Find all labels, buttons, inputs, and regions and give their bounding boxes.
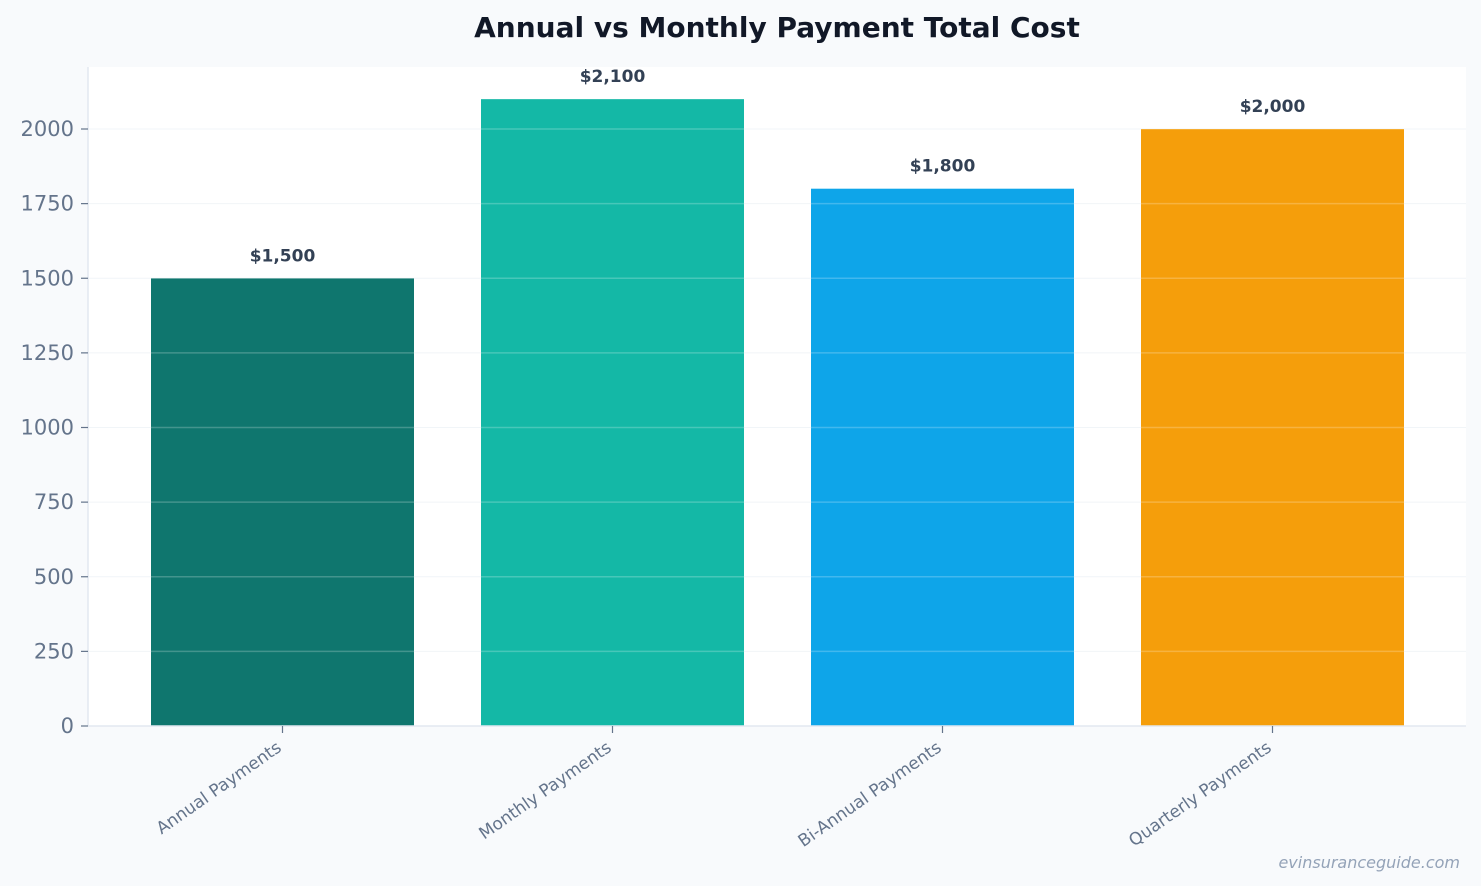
y-tick-label: 2000 [21,117,74,141]
bar [151,278,414,726]
data-label: $2,000 [1240,97,1306,117]
y-tick-label: 0 [61,714,74,738]
watermark: evinsuranceguide.com [1278,853,1460,872]
y-tick-label: 1250 [21,341,74,365]
data-label: $1,500 [250,246,316,266]
x-tick-label: Annual Payments [153,738,286,839]
bar [1141,129,1404,726]
y-tick-label: 750 [34,490,74,514]
bar [481,99,744,726]
x-axis-ticks: Annual Payments Monthly Payments Bi-Annual… [153,726,1275,852]
bar [811,188,1074,726]
y-tick-label: 1000 [21,416,74,440]
y-axis-ticks: 0 250 500 750 1000 1250 1500 1750 2000 [21,117,88,738]
grid-overlay [88,128,1466,653]
x-tick-label: Bi-Annual Payments [795,738,946,852]
y-tick-label: 500 [34,565,74,589]
data-label: $2,100 [580,67,646,87]
y-tick-label: 250 [34,639,74,663]
x-tick-label: Monthly Payments [475,738,615,844]
chart-title: Annual vs Monthly Payment Total Cost [474,11,1080,44]
x-tick-label: Quarterly Payments [1125,738,1275,851]
y-tick-label: 1500 [21,266,74,290]
data-label: $1,800 [910,157,976,177]
bars [151,99,1404,726]
data-labels: $1,500 $2,100 $1,800 $2,000 [250,67,1306,266]
y-tick-label: 1750 [21,192,74,216]
